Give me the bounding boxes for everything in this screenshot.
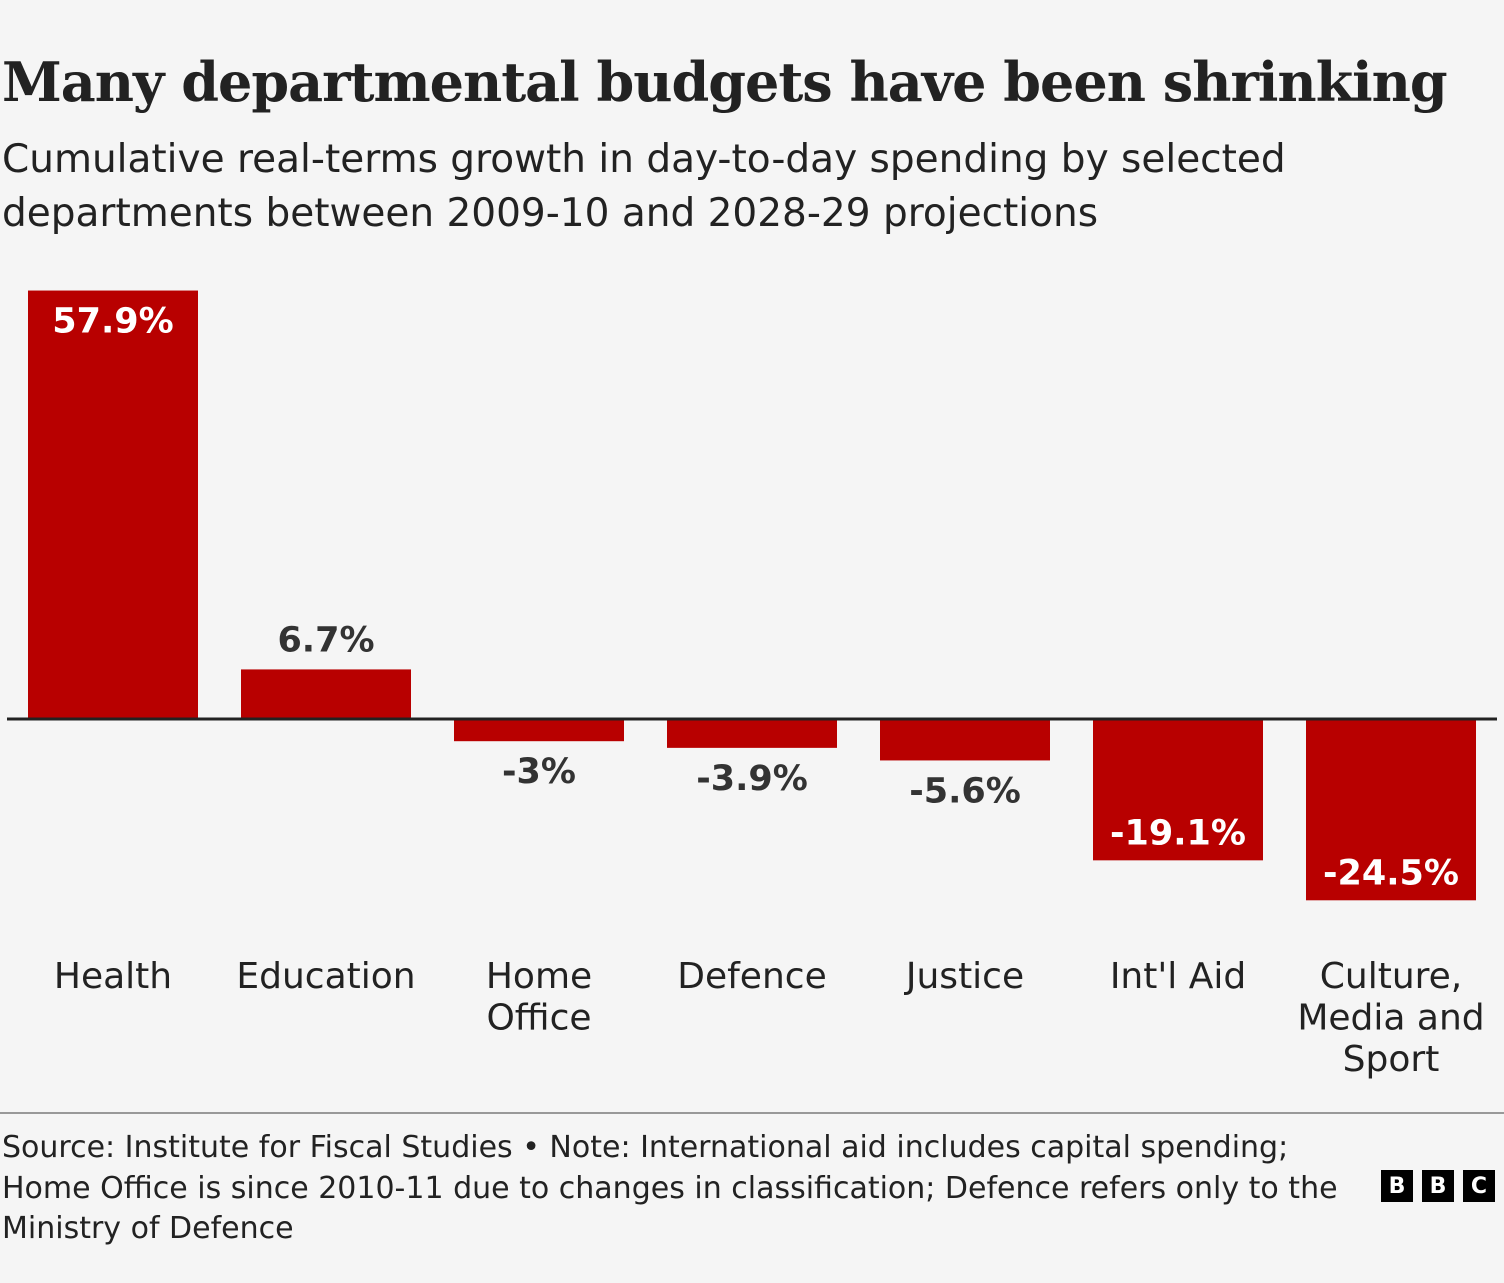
data-label-4: -5.6% bbox=[909, 771, 1021, 811]
data-label-0: 57.9% bbox=[52, 302, 173, 342]
data-label-3: -3.9% bbox=[696, 759, 808, 799]
bar-2 bbox=[454, 719, 624, 742]
bar-chart: 57.9% Health 6.7% Education -3% Home Office -3.… bbox=[7, 290, 1497, 1080]
data-label-5: -19.1% bbox=[1110, 813, 1246, 853]
footer-divider bbox=[0, 1112, 1504, 1114]
chart-title: Many departmental budgets have been shri… bbox=[2, 50, 1448, 114]
category-label-5: Int'l Aid bbox=[1110, 956, 1246, 997]
data-label-2: -3% bbox=[502, 752, 576, 792]
bar-0 bbox=[28, 290, 198, 719]
bar-1 bbox=[241, 669, 411, 719]
category-label-4: Justice bbox=[904, 956, 1024, 997]
bar-5 bbox=[1093, 719, 1263, 861]
chart-subtitle: Cumulative real-terms growth in day-to-d… bbox=[2, 137, 1286, 236]
category-label-2: Home Office bbox=[486, 956, 592, 1039]
data-label-1: 6.7% bbox=[277, 620, 374, 660]
category-label-6: Culture, Media and Sport bbox=[1297, 956, 1484, 1080]
data-label-6: -24.5% bbox=[1323, 853, 1459, 893]
category-label-1: Education bbox=[236, 956, 415, 997]
category-label-3: Defence bbox=[677, 956, 826, 997]
bar-3 bbox=[667, 719, 837, 748]
bar-4 bbox=[880, 719, 1050, 761]
category-label-0: Health bbox=[54, 956, 172, 997]
source-note: Source: Institute for Fiscal Studies • N… bbox=[2, 1130, 1338, 1246]
bar-6 bbox=[1306, 719, 1476, 901]
